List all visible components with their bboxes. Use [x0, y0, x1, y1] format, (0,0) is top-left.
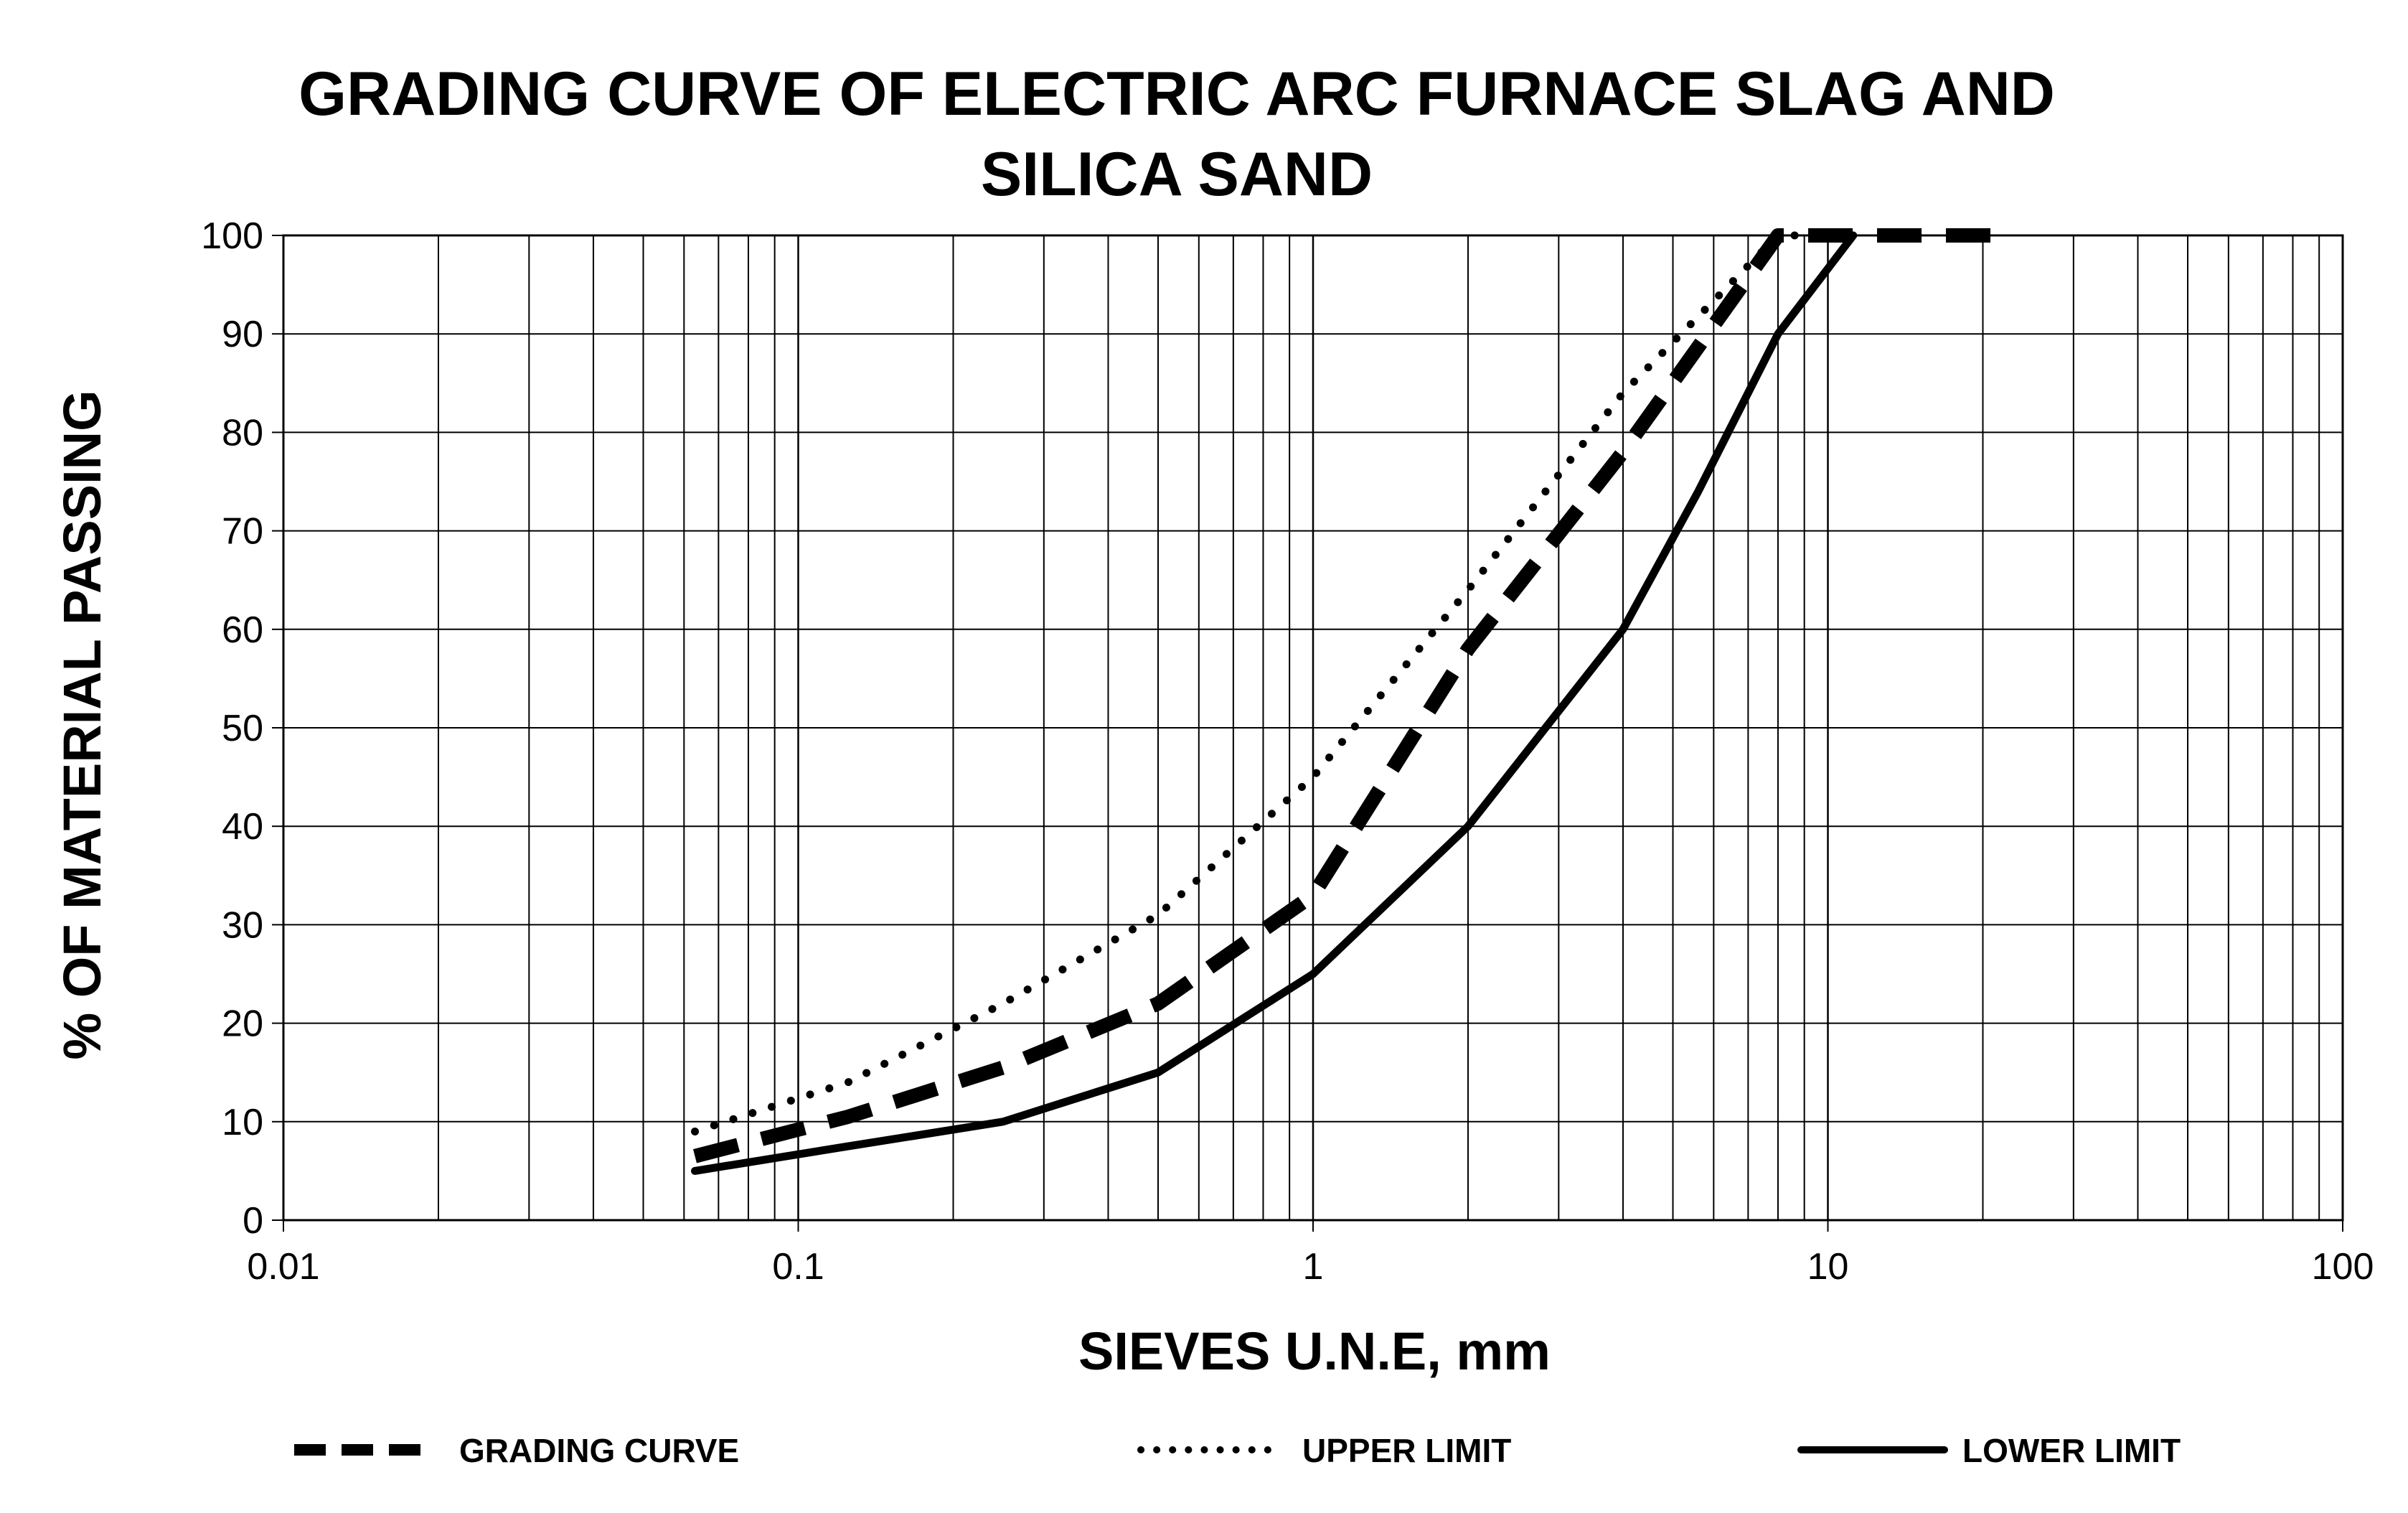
chart-title-line-2: SILICA SAND: [981, 140, 1373, 209]
plot-grid: [282, 234, 2344, 1222]
y-tick-label: 100: [201, 215, 263, 257]
y-tick-label: 10: [222, 1102, 263, 1143]
y-tick-label: 40: [222, 806, 263, 848]
x-tick-label: 0.01: [247, 1246, 319, 1288]
y-tick-label: 50: [222, 708, 263, 749]
x-tick-label: 1: [1303, 1246, 1324, 1288]
x-tick-label: 0.1: [772, 1246, 824, 1288]
legend-label: LOWER LIMIT: [1962, 1432, 2181, 1469]
y-axis-title: % OF MATERIAL PASSING: [52, 390, 112, 1059]
x-tick-label: 10: [1807, 1246, 1849, 1288]
grading-curve-series-line: [693, 228, 2008, 1163]
y-tick-label: 30: [222, 904, 263, 946]
y-tick-label: 20: [222, 1003, 263, 1045]
plot-series: [691, 228, 2008, 1175]
legend-label: UPPER LIMIT: [1302, 1432, 1511, 1469]
legend-label: GRADING CURVE: [459, 1432, 739, 1469]
y-tick-label: 70: [222, 511, 263, 553]
axis-ticks: 0 10 20 30 40 50 60 70 80 90 100 0.01 0.1 1 10 100: [201, 215, 2374, 1288]
chart-title-line-1: GRADING CURVE OF ELECTRIC ARC FURNACE SL…: [298, 60, 2055, 128]
lower-limit-series-line: [691, 231, 1858, 1175]
y-tick-label: 90: [222, 314, 263, 355]
x-axis-title: SIEVES U.N.E, mm: [1078, 1321, 1551, 1381]
upper-limit-series-line: [691, 231, 1858, 1135]
x-tick-label: 100: [2312, 1246, 2374, 1288]
y-tick-label: 60: [222, 609, 263, 651]
y-tick-label: 80: [222, 412, 263, 454]
y-tick-label: 0: [243, 1200, 263, 1242]
legend: GRADING CURVE UPPER LIMIT LOWER LIMIT: [294, 1432, 2181, 1469]
